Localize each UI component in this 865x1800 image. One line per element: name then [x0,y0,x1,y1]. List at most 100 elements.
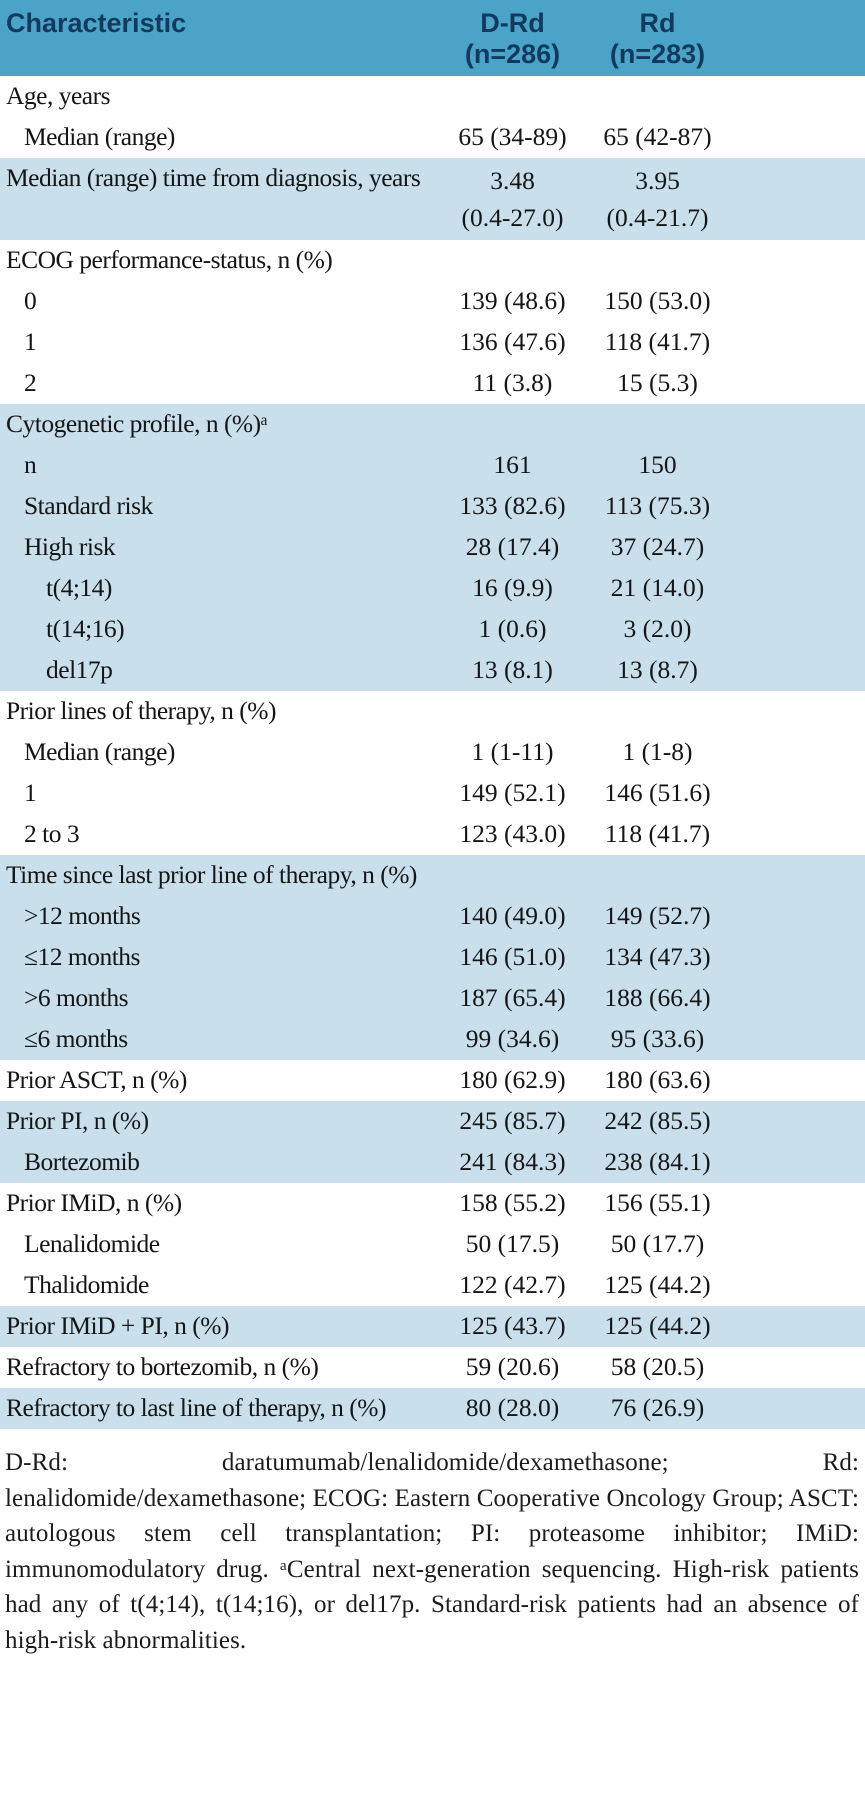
cell-rd: 150 (53.0) [604,286,711,316]
cell-d-rd: 80 (28.0) [465,1393,560,1423]
row-label: Prior IMiD, n (%) [6,1188,182,1218]
table-row: ≤12 months 146 (51.0) 134 (47.3) [0,937,865,979]
row-label: Lenalidomide [24,1229,160,1259]
cell-rd: 149 (52.7) [604,901,711,931]
table-row: Age, years [0,76,865,117]
row-label: High risk [24,532,116,562]
row-label: >12 months [24,901,141,931]
cell-d-rd: 1 (1-11) [471,737,554,767]
row-label: 1 [24,327,37,357]
cell-rd: 113 (75.3) [604,491,711,521]
cell-d-rd: 245 (85.7) [459,1106,566,1136]
cell-d-rd: 161 [493,450,532,480]
table-row: Thalidomide 122 (42.7) 125 (44.2) [0,1265,865,1306]
row-label: Prior lines of therapy, n (%) [6,696,276,726]
cell-d-rd: 59 (20.6) [465,1352,560,1382]
table-row: Refractory to last line of therapy, n (%… [0,1388,865,1430]
table-row: del17p 13 (8.1) 13 (8.7) [0,650,865,692]
cell-d-rd: 146 (51.0) [459,942,566,972]
header-characteristic: Characteristic [6,8,187,38]
row-label: Prior PI, n (%) [6,1106,149,1136]
table-row: Prior IMiD + PI, n (%) 125 (43.7) 125 (44.… [0,1306,865,1348]
cell-rd: 76 (26.9) [610,1393,705,1423]
row-label: Prior ASCT, n (%) [6,1065,187,1095]
cell-rd: 118 (41.7) [604,327,711,357]
row-label: t(4;14) [46,573,112,603]
table-row: ≤6 months 99 (34.6) 95 (33.6) [0,1019,865,1061]
cell-d-rd: 133 (82.6) [459,491,566,521]
table-row: >6 months 187 (65.4) 188 (66.4) [0,978,865,1020]
row-label: >6 months [24,983,129,1013]
row-label: 1 [24,778,37,808]
cell-rd: 146 (51.6) [604,778,711,808]
table-row: t(4;14) 16 (9.9) 21 (14.0) [0,568,865,610]
row-label: t(14;16) [46,614,125,644]
cell-d-rd: 125 (43.7) [459,1311,566,1341]
cell-d-rd: 123 (43.0) [459,819,566,849]
cell-d-rd: 16 (9.9) [472,573,553,603]
cell-d-rd: 99 (34.6) [465,1024,560,1054]
table-row: Prior lines of therapy, n (%) [0,691,865,732]
table-row: 0 139 (48.6) 150 (53.0) [0,281,865,322]
cell-rd: 58 (20.5) [610,1352,705,1382]
row-label: del17p [46,655,113,685]
table-row: Median (range) time from diagnosis, year… [0,158,865,241]
cell-rd: 134 (47.3) [604,942,711,972]
cell-d-rd: 11 (3.8) [472,368,553,398]
row-label: Standard risk [24,491,153,521]
cell-rd: 50 (17.7) [610,1229,705,1259]
cell-rd: 3 (2.0) [623,614,692,644]
cell-d-rd: 122 (42.7) [459,1270,566,1300]
table-row: Standard risk 133 (82.6) 113 (75.3) [0,486,865,528]
cell-rd: 150 [638,450,677,480]
row-label: Median (range) time from diagnosis, year… [6,163,421,193]
row-label: Prior IMiD + PI, n (%) [6,1311,229,1341]
table-row: 1 149 (52.1) 146 (51.6) [0,773,865,814]
table-row: 2 to 3 123 (43.0) 118 (41.7) [0,814,865,855]
row-label: Median (range) [24,122,175,152]
cell-rd: 1 (1-8) [622,737,693,767]
header-column-rd: Rd (n=283) [609,8,706,70]
cell-rd: 125 (44.2) [604,1311,711,1341]
cell-rd: 156 (55.1) [604,1188,711,1218]
table-row: >12 months 140 (49.0) 149 (52.7) [0,896,865,938]
cell-rd: 118 (41.7) [604,819,711,849]
row-label: Bortezomib [24,1147,140,1177]
cell-rd: 95 (33.6) [610,1024,705,1054]
table-row: Median (range) 65 (34-89) 65 (42-87) [0,117,865,158]
row-label: 2 [24,368,37,398]
table-body: Age, years Median (range) 65 (34-89) 65 (42… [0,76,865,1430]
cell-rd: 188 (66.4) [604,983,711,1013]
cell-rd: 37 (24.7) [610,532,705,562]
row-label: Cytogenetic profile, n (%)ᵃ [6,409,268,439]
row-label: Refractory to bortezomib, n (%) [6,1352,319,1382]
table-row: 1 136 (47.6) 118 (41.7) [0,322,865,363]
table-row: Prior PI, n (%) 245 (85.7) 242 (85.5) [0,1101,865,1143]
row-label: ≤12 months [24,942,140,972]
header-column-d-rd: D-Rd (n=286) [464,8,561,70]
cell-rd: 180 (63.6) [604,1065,711,1095]
cell-d-rd: 1 (0.6) [478,614,547,644]
table-row: Median (range) 1 (1-11) 1 (1-8) [0,732,865,773]
table-row: Prior IMiD, n (%) 158 (55.2) 156 (55.1) [0,1183,865,1224]
table-row: High risk 28 (17.4) 37 (24.7) [0,527,865,569]
table-row: Refractory to bortezomib, n (%) 59 (20.6)… [0,1347,865,1388]
table-header: Characteristic D-Rd (n=286) Rd (n=283) [0,0,865,77]
row-label: 0 [24,286,37,316]
cell-d-rd: 50 (17.5) [465,1229,560,1259]
cell-rd: 65 (42-87) [603,122,712,152]
row-label: 2 to 3 [24,819,80,849]
cell-d-rd: 65 (34-89) [458,122,567,152]
cell-d-rd: 13 (8.1) [472,655,553,685]
cell-d-rd: 180 (62.9) [459,1065,566,1095]
table-row: ECOG performance-status, n (%) [0,240,865,281]
row-label: Time since last prior line of therapy, n… [6,860,417,890]
cell-d-rd: 139 (48.6) [459,286,566,316]
table-row: Time since last prior line of therapy, n… [0,855,865,897]
cell-rd: 13 (8.7) [617,655,698,685]
table-row: t(14;16) 1 (0.6) 3 (2.0) [0,609,865,651]
cell-rd: 21 (14.0) [610,573,705,603]
cell-rd: 242 (85.5) [604,1106,711,1136]
cell-d-rd: 187 (65.4) [459,983,566,1013]
row-label: Median (range) [24,737,175,767]
